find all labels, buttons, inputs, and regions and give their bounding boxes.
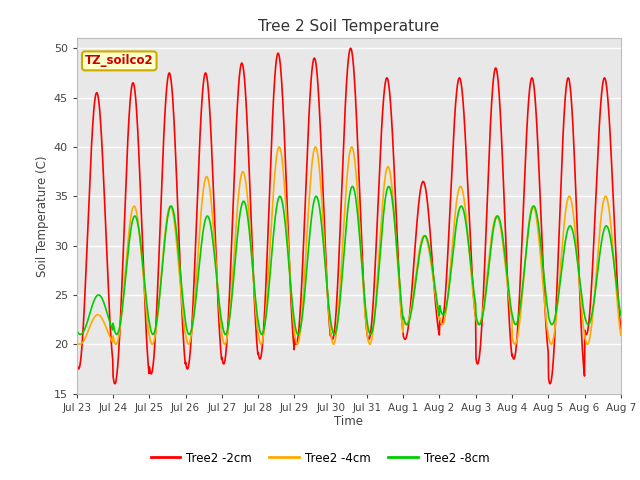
Tree2 -2cm xyxy=(255,352,262,358)
Tree2 -8cm xyxy=(255,322,262,327)
Tree2 -2cm xyxy=(194,185,202,191)
X-axis label: Time: Time xyxy=(334,415,364,429)
Tree2 -8cm xyxy=(194,277,202,283)
Tree2 -2cm xyxy=(347,46,355,51)
Y-axis label: Soil Temperature (C): Soil Temperature (C) xyxy=(36,155,49,277)
Tree2 -4cm xyxy=(511,341,519,347)
Line: Tree2 -4cm: Tree2 -4cm xyxy=(77,147,621,344)
Text: TZ_soilco2: TZ_soilco2 xyxy=(85,54,154,67)
Tree2 -2cm xyxy=(617,325,625,331)
Tree2 -8cm xyxy=(434,304,442,310)
Tree2 -4cm xyxy=(553,308,561,313)
Tree2 -8cm xyxy=(180,312,188,317)
Title: Tree 2 Soil Temperature: Tree 2 Soil Temperature xyxy=(258,20,440,35)
Tree2 -2cm xyxy=(180,353,188,359)
Tree2 -4cm xyxy=(255,333,262,339)
Line: Tree2 -8cm: Tree2 -8cm xyxy=(77,186,621,335)
Tree2 -4cm xyxy=(348,144,355,150)
Tree2 -4cm xyxy=(73,339,81,345)
Tree2 -4cm xyxy=(434,307,442,312)
Tree2 -2cm xyxy=(547,381,554,386)
Tree2 -4cm xyxy=(194,254,202,260)
Tree2 -8cm xyxy=(73,328,81,334)
Tree2 -8cm xyxy=(505,289,513,295)
Tree2 -4cm xyxy=(617,332,625,338)
Tree2 -8cm xyxy=(617,312,625,318)
Tree2 -2cm xyxy=(73,360,81,365)
Legend: Tree2 -2cm, Tree2 -4cm, Tree2 -8cm: Tree2 -2cm, Tree2 -4cm, Tree2 -8cm xyxy=(146,447,494,469)
Tree2 -8cm xyxy=(367,332,374,337)
Tree2 -8cm xyxy=(385,183,392,189)
Tree2 -2cm xyxy=(434,320,442,325)
Tree2 -4cm xyxy=(180,326,188,332)
Line: Tree2 -2cm: Tree2 -2cm xyxy=(77,48,621,384)
Tree2 -2cm xyxy=(553,286,561,291)
Tree2 -2cm xyxy=(505,303,513,309)
Tree2 -8cm xyxy=(553,304,561,310)
Tree2 -4cm xyxy=(505,292,513,298)
